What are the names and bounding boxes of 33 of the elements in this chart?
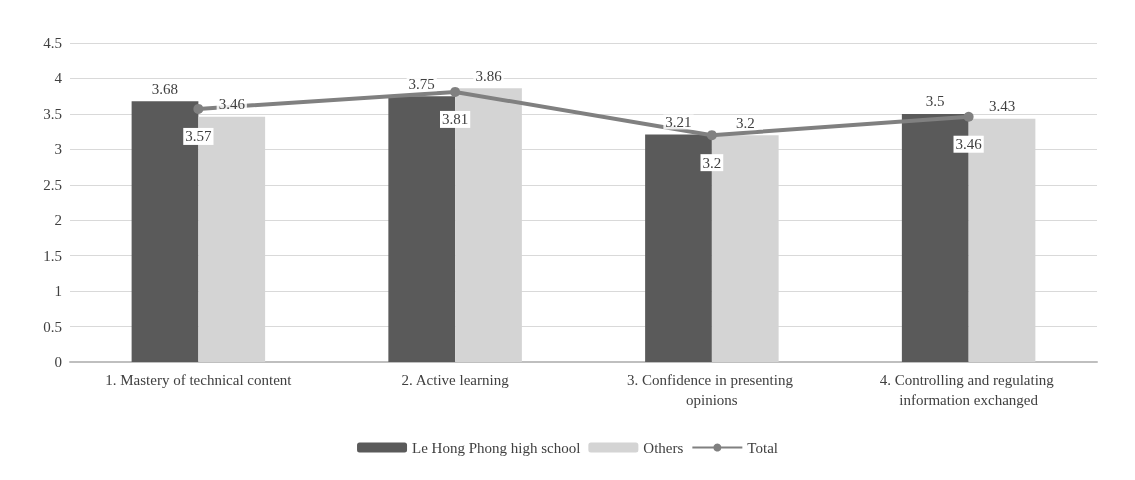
data-label: 3.81: [442, 111, 469, 128]
y-tick-label: 3.5: [43, 105, 62, 122]
legend-label: Total: [747, 439, 778, 456]
data-label: 3.57: [185, 128, 212, 145]
y-tick-label: 2.5: [43, 176, 62, 193]
data-label: 3.43: [988, 98, 1016, 115]
y-tick-label: 4.5: [43, 35, 62, 51]
y-tick-label: 0.5: [43, 318, 62, 335]
data-label: 3.75: [408, 75, 435, 92]
y-tick-label: 3: [54, 141, 62, 158]
y-tick-label: 2: [54, 212, 62, 229]
x-tick-label: 1. Mastery of technical content: [105, 372, 293, 388]
data-label: 3.5: [925, 93, 945, 110]
data-label: 3.21: [665, 113, 692, 130]
data-label: 3.46: [955, 136, 983, 153]
point: [963, 111, 974, 122]
data-label: 3.2: [702, 154, 722, 171]
y-tick-label: 4: [54, 70, 63, 87]
y-tick-label: 1: [54, 283, 62, 300]
data-label: 3.2: [735, 114, 755, 131]
y-tick-label: 0: [54, 354, 62, 370]
data-label: 3.68: [151, 80, 179, 97]
data-label: 3.86: [475, 67, 503, 84]
x-tick-label: 2. Active learning: [401, 372, 510, 388]
data-label: 3.46: [218, 96, 246, 113]
point: [193, 103, 204, 114]
x-tick-label: 4. Controlling and regulating information exchanged: [879, 372, 1058, 408]
point: [450, 86, 461, 97]
legend-label: Le Hong Phong high school: [412, 439, 581, 456]
legend-label: Others: [643, 439, 684, 456]
point: [706, 130, 717, 141]
x-tick-label: 3. Confidence in presenting opinions: [627, 372, 797, 408]
y-tick-label: 1.5: [43, 247, 62, 264]
